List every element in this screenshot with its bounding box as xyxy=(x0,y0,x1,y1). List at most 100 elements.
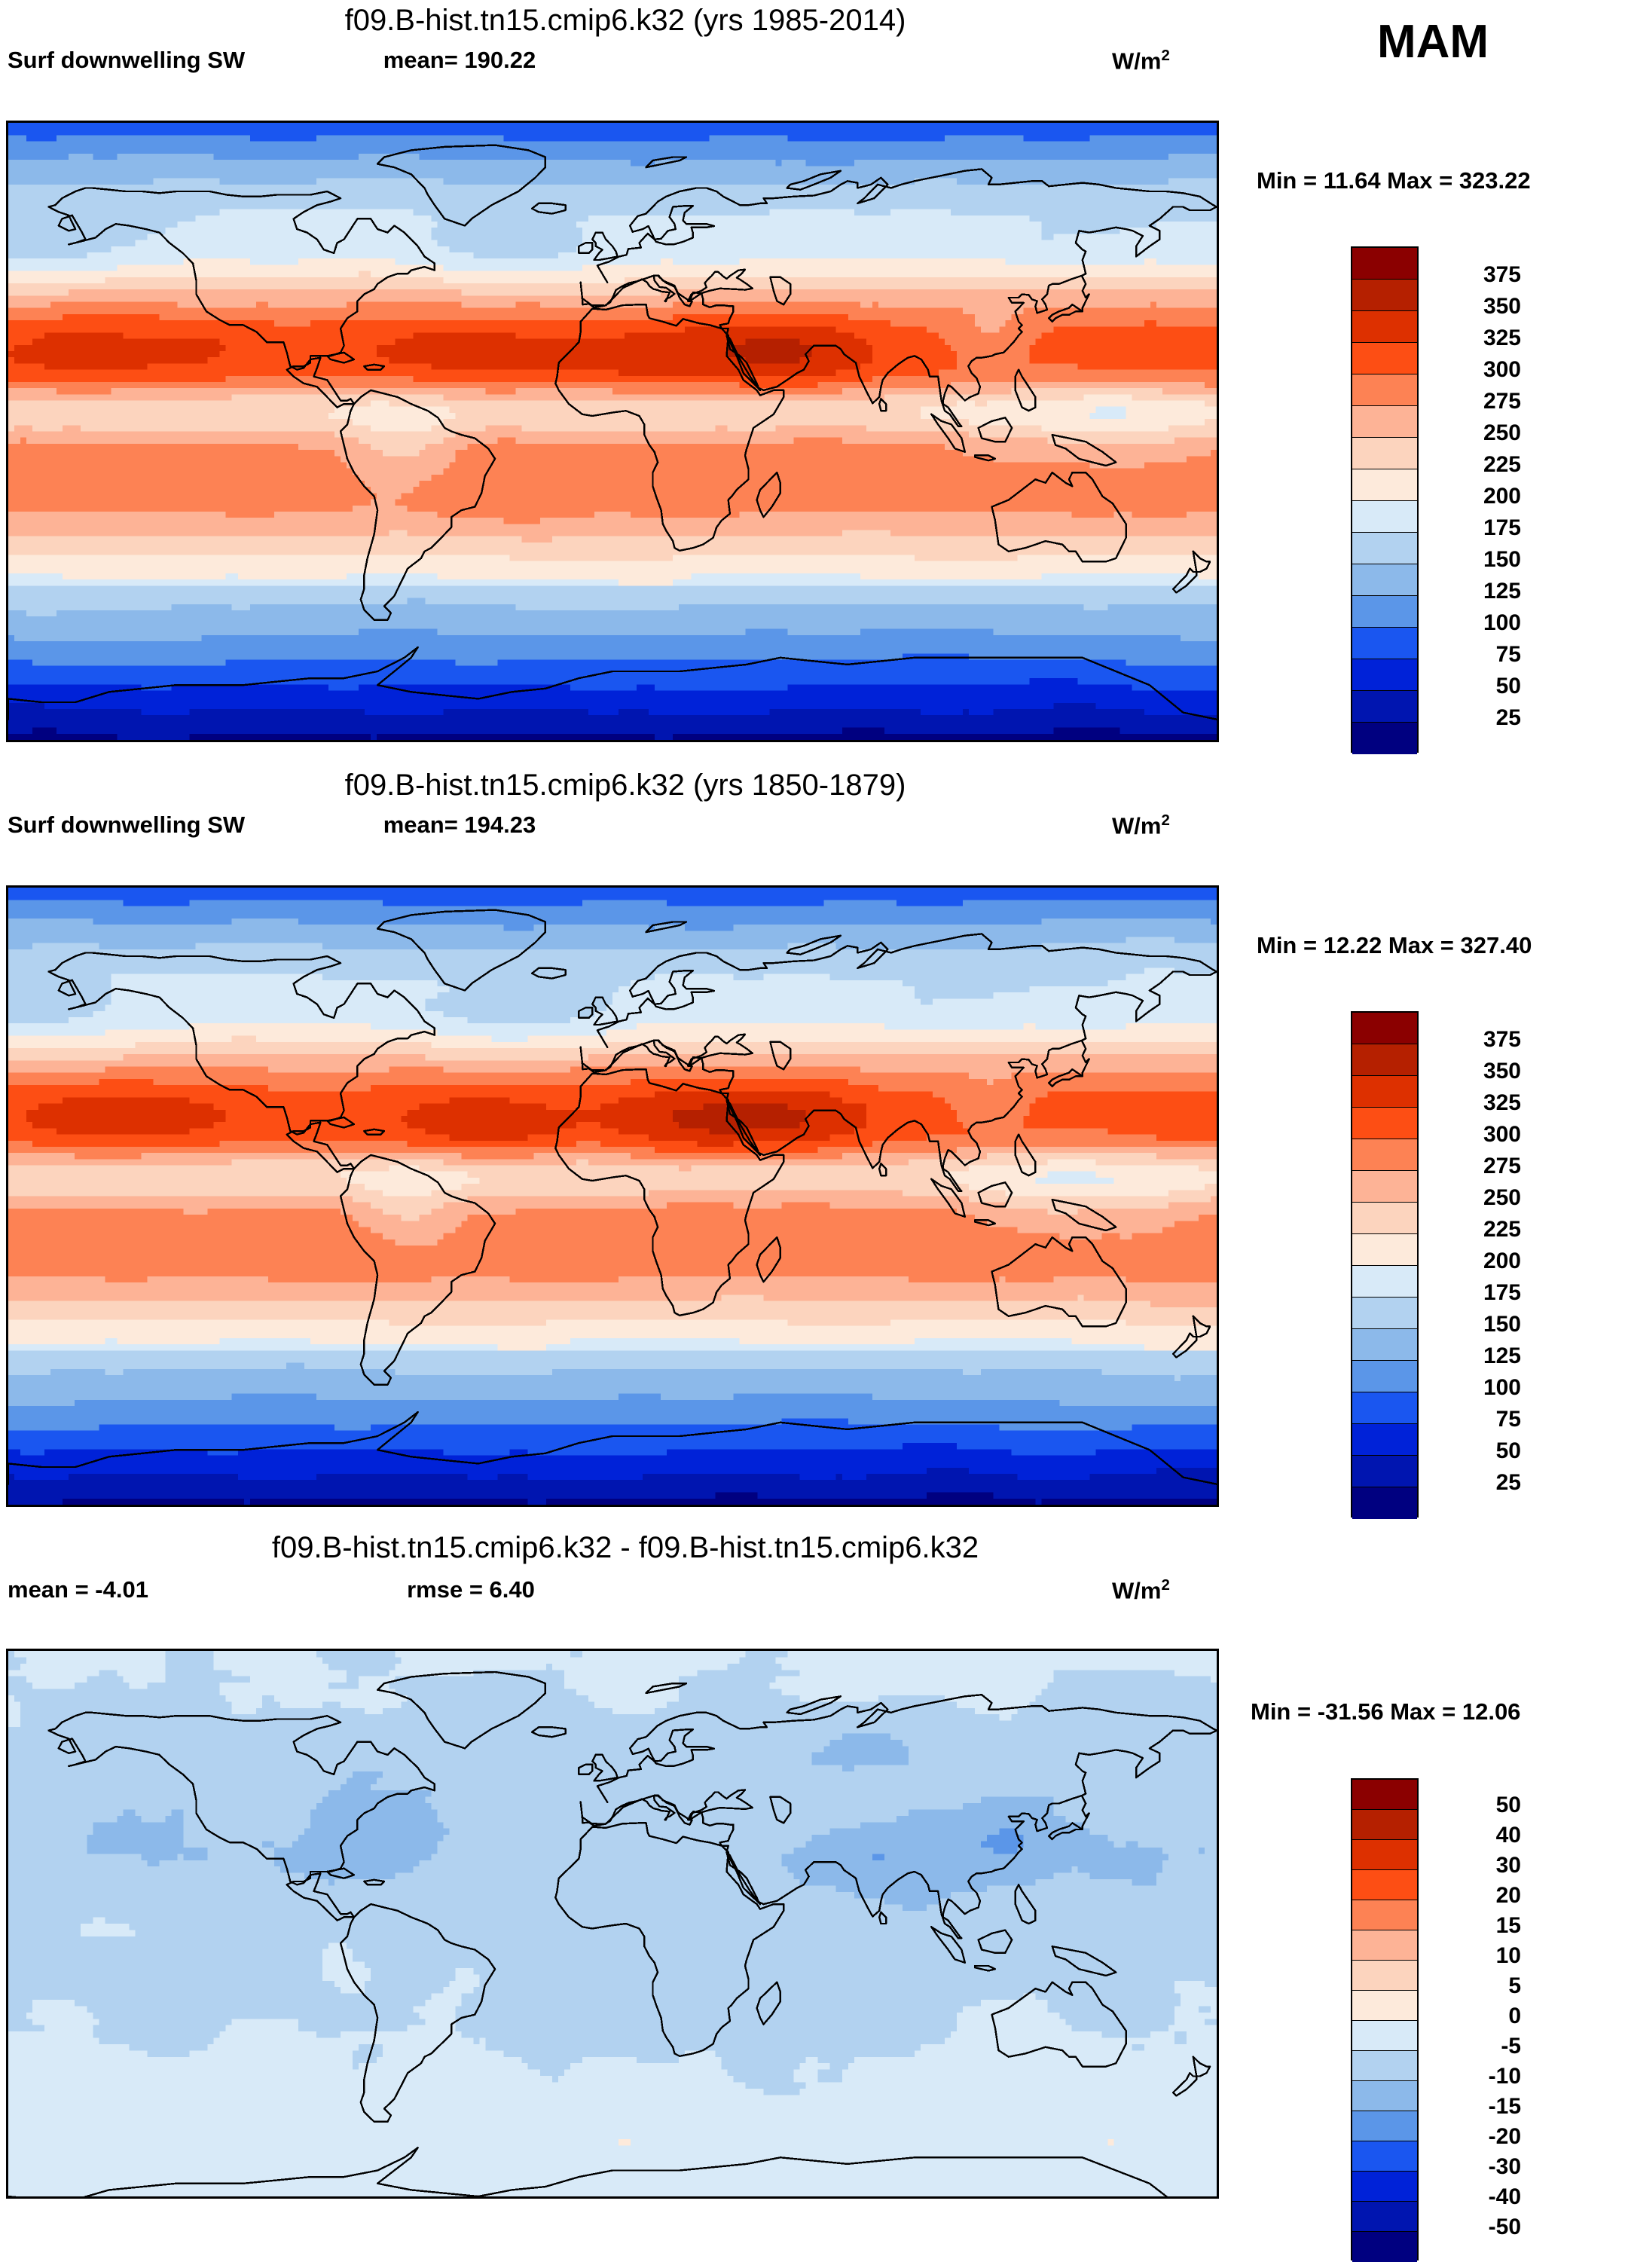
colorbar-swatch xyxy=(1352,1487,1417,1519)
colorbar-tick-label: 375 xyxy=(1483,1027,1521,1052)
colorbar-tick-label: 20 xyxy=(1495,1883,1521,1908)
colorbar-tick-label: 275 xyxy=(1483,389,1521,414)
colorbar-tick-label: -40 xyxy=(1488,2184,1521,2209)
colorbar-swatch xyxy=(1352,1044,1417,1076)
colorbar-tick-label: 350 xyxy=(1483,1059,1521,1084)
colorbar-tick-label: 15 xyxy=(1495,1913,1521,1938)
units-exponent: 2 xyxy=(1161,812,1170,829)
colorbar-swatch xyxy=(1352,2202,1417,2232)
colorbar-tick-label: 100 xyxy=(1483,610,1521,635)
colorbar-tick-label: 25 xyxy=(1495,1470,1521,1495)
mean-label: mean = -4.01 xyxy=(8,1576,148,1603)
colorbar-swatch xyxy=(1352,1991,1417,2021)
colorbar-tick-label: 300 xyxy=(1483,1122,1521,1147)
colorbar-swatch xyxy=(1352,1329,1417,1361)
colorbar-swatch xyxy=(1352,1298,1417,1329)
colorbar-swatch xyxy=(1352,2021,1417,2051)
colorbar-swatch xyxy=(1352,2141,1417,2172)
colorbar-swatch xyxy=(1352,469,1417,501)
colorbar-control: 375 350 325 300 275 250 225 200 175 150 125 100 75 50… xyxy=(1351,1011,1607,1520)
colorbar-strip xyxy=(1351,1011,1419,1519)
units-exponent: 2 xyxy=(1161,1576,1170,1594)
colorbar-swatch xyxy=(1352,628,1417,659)
colorbar-swatch xyxy=(1352,564,1417,596)
panel-title: f09.B-hist.tn15.cmip6.k32 (yrs 1985-2014… xyxy=(344,4,906,37)
units-text: W/m xyxy=(1112,1577,1162,1604)
rmse-label: rmse = 6.40 xyxy=(407,1576,535,1603)
colorbar-tick-label: 40 xyxy=(1495,1823,1521,1848)
colorbar-swatch xyxy=(1352,1780,1417,1810)
colorbar-swatch xyxy=(1352,2051,1417,2081)
colorbar-tick-label: -10 xyxy=(1488,2064,1521,2089)
colorbar-tick-label: -50 xyxy=(1488,2215,1521,2239)
colorbar-swatch xyxy=(1352,2172,1417,2202)
colorbar-swatch xyxy=(1352,1076,1417,1108)
colorbar-swatch xyxy=(1352,1203,1417,1234)
colorbar-tick-label: 275 xyxy=(1483,1154,1521,1178)
map-canvas-control xyxy=(6,885,1219,1507)
colorbar-tick-label: 200 xyxy=(1483,1249,1521,1273)
colorbar-swatch xyxy=(1352,1361,1417,1392)
colorbar-tick-label: 150 xyxy=(1483,547,1521,572)
colorbar-swatch xyxy=(1352,2232,1417,2262)
colorbar-tick-label: 225 xyxy=(1483,1217,1521,1242)
colorbar-tick-label: 75 xyxy=(1495,642,1521,667)
colorbar-labels: 50 40 30 20 15 10 5 0 -5 -10 -15 -20 -30 -40 -50 xyxy=(1431,1778,1521,2260)
colorbar-tick-label: 350 xyxy=(1483,294,1521,319)
colorbar-swatch xyxy=(1352,691,1417,723)
colorbar-labels: 375 350 325 300 275 250 225 200 175 150 125 100 75 50… xyxy=(1431,246,1521,753)
colorbar-tick-label: 150 xyxy=(1483,1312,1521,1337)
colorbar-tick-label: 125 xyxy=(1483,579,1521,604)
colorbar-tick-label: 10 xyxy=(1495,1943,1521,1968)
colorbar-swatch xyxy=(1352,438,1417,469)
colorbar-swatch xyxy=(1352,1961,1417,1991)
colorbar-swatch xyxy=(1352,501,1417,533)
colorbar-swatch xyxy=(1352,1424,1417,1456)
colorbar-swatch xyxy=(1352,406,1417,438)
map-canvas-difference xyxy=(6,1649,1219,2199)
colorbar-swatch xyxy=(1352,1266,1417,1298)
colorbar-swatch xyxy=(1352,1810,1417,1840)
units-label: W/m2 xyxy=(1112,1576,1170,1604)
colorbar-swatch xyxy=(1352,1392,1417,1424)
colorbar-tick-label: 175 xyxy=(1483,1280,1521,1305)
colorbar-test: 375 350 325 300 275 250 225 200 175 150 125 100 75 50… xyxy=(1351,246,1607,755)
colorbar-swatch xyxy=(1352,343,1417,374)
colorbar-labels: 375 350 325 300 275 250 225 200 175 150 125 100 75 50… xyxy=(1431,1011,1521,1518)
colorbar-tick-label: 125 xyxy=(1483,1343,1521,1368)
colorbar-swatch xyxy=(1352,596,1417,628)
units-text: W/m xyxy=(1112,47,1162,75)
colorbar-swatch xyxy=(1352,533,1417,564)
colorbar-swatch xyxy=(1352,2111,1417,2141)
minmax-label-1: Min = 11.64 Max = 323.22 xyxy=(1257,167,1531,194)
colorbar-swatch xyxy=(1352,1139,1417,1171)
colorbar-tick-label: 325 xyxy=(1483,1090,1521,1115)
colorbar-tick-label: -30 xyxy=(1488,2154,1521,2179)
minmax-label-2: Min = 12.22 Max = 327.40 xyxy=(1257,932,1532,958)
colorbar-tick-label: 75 xyxy=(1495,1407,1521,1432)
colorbar-swatch xyxy=(1352,1870,1417,1900)
colorbar-tick-label: 50 xyxy=(1495,674,1521,698)
colorbar-swatch xyxy=(1352,659,1417,691)
colorbar-swatch xyxy=(1352,723,1417,754)
colorbar-tick-label: 50 xyxy=(1495,1793,1521,1817)
colorbar-difference: 50 40 30 20 15 10 5 0 -5 -10 -15 -20 -30 -40 -50 xyxy=(1351,1778,1607,2262)
colorbar-strip xyxy=(1351,246,1419,754)
colorbar-swatch xyxy=(1352,280,1417,311)
colorbar-tick-label: 5 xyxy=(1508,1973,1521,1998)
map-canvas-test xyxy=(6,121,1219,742)
colorbar-strip xyxy=(1351,1778,1419,2262)
colorbar-swatch xyxy=(1352,311,1417,343)
units-exponent: 2 xyxy=(1161,47,1170,64)
colorbar-swatch xyxy=(1352,1840,1417,1870)
panel-title: f09.B-hist.tn15.cmip6.k32 (yrs 1850-1879… xyxy=(344,769,906,802)
colorbar-tick-label: 0 xyxy=(1508,2004,1521,2028)
colorbar-tick-label: 375 xyxy=(1483,262,1521,287)
colorbar-swatch xyxy=(1352,2081,1417,2111)
units-label: W/m2 xyxy=(1112,812,1170,839)
colorbar-tick-label: -5 xyxy=(1501,2034,1521,2059)
colorbar-tick-label: 30 xyxy=(1495,1853,1521,1878)
mean-label: mean= 194.23 xyxy=(383,812,536,838)
minmax-label-3: Min = -31.56 Max = 12.06 xyxy=(1251,1698,1521,1725)
colorbar-tick-label: 325 xyxy=(1483,326,1521,350)
